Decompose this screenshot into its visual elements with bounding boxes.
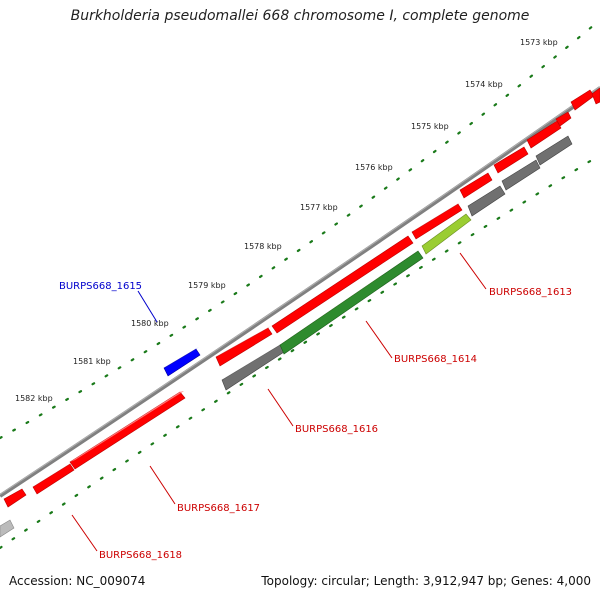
- forward-strand-features: [3, 87, 600, 508]
- gene-burps668-1617-body[interactable]: [69, 391, 186, 470]
- gene-burps668-1613-lightgreen[interactable]: [421, 213, 472, 255]
- gene-burps668-1615-body[interactable]: [163, 348, 201, 377]
- gene-label-burps668-1616[interactable]: BURPS668_1616: [295, 424, 378, 435]
- tick-label: 1575 kbp: [411, 122, 449, 131]
- gene-label-burps668-1613[interactable]: BURPS668_1613: [489, 287, 572, 298]
- chromosome-backbone: [0, 86, 600, 498]
- gene-label-burps668-1615[interactable]: BURPS668_1615: [59, 281, 142, 292]
- genome-summary-text: Topology: circular; Length: 3,912,947 bp…: [261, 574, 591, 588]
- secondary-track-features: [0, 135, 573, 538]
- map-title: Burkholderia pseudomallei 668 chromosome…: [70, 8, 530, 24]
- outer-tick-track: [0, 18, 600, 440]
- tick-label: 1578 kbp: [244, 242, 282, 251]
- gene-label-burps668-1618[interactable]: BURPS668_1618: [99, 550, 182, 561]
- gene-labels: BURPS668_1615 BURPS668_1613 BURPS668_1614 B…: [59, 281, 572, 561]
- gene-small-left[interactable]: [3, 488, 27, 508]
- leader-lines: [71, 252, 487, 552]
- tick-label: 1581 kbp: [73, 357, 111, 366]
- gene-burps668-1613-fwd[interactable]: [411, 203, 463, 240]
- tick-label: 1579 kbp: [188, 281, 226, 290]
- gene-burps668-1614-green[interactable]: [279, 250, 424, 355]
- tick-label: 1576 kbp: [355, 163, 393, 172]
- accession-text: Accession: NC_009074: [9, 574, 146, 588]
- gene-label-burps668-1614[interactable]: BURPS668_1614: [394, 354, 477, 365]
- tick-labels: 1573 kbp 1574 kbp 1575 kbp 1576 kbp 1577 kbp…: [15, 38, 558, 403]
- tick-label: 1574 kbp: [465, 80, 503, 89]
- tick-label: 1577 kbp: [300, 203, 338, 212]
- tick-label: 1582 kbp: [15, 394, 53, 403]
- gene-label-burps668-1617[interactable]: BURPS668_1617: [177, 503, 260, 514]
- inner-tick-track: [0, 153, 600, 550]
- tick-label: 1580 kbp: [131, 319, 169, 328]
- tick-label: 1573 kbp: [520, 38, 558, 47]
- gene-small-lightgrey[interactable]: [0, 519, 15, 538]
